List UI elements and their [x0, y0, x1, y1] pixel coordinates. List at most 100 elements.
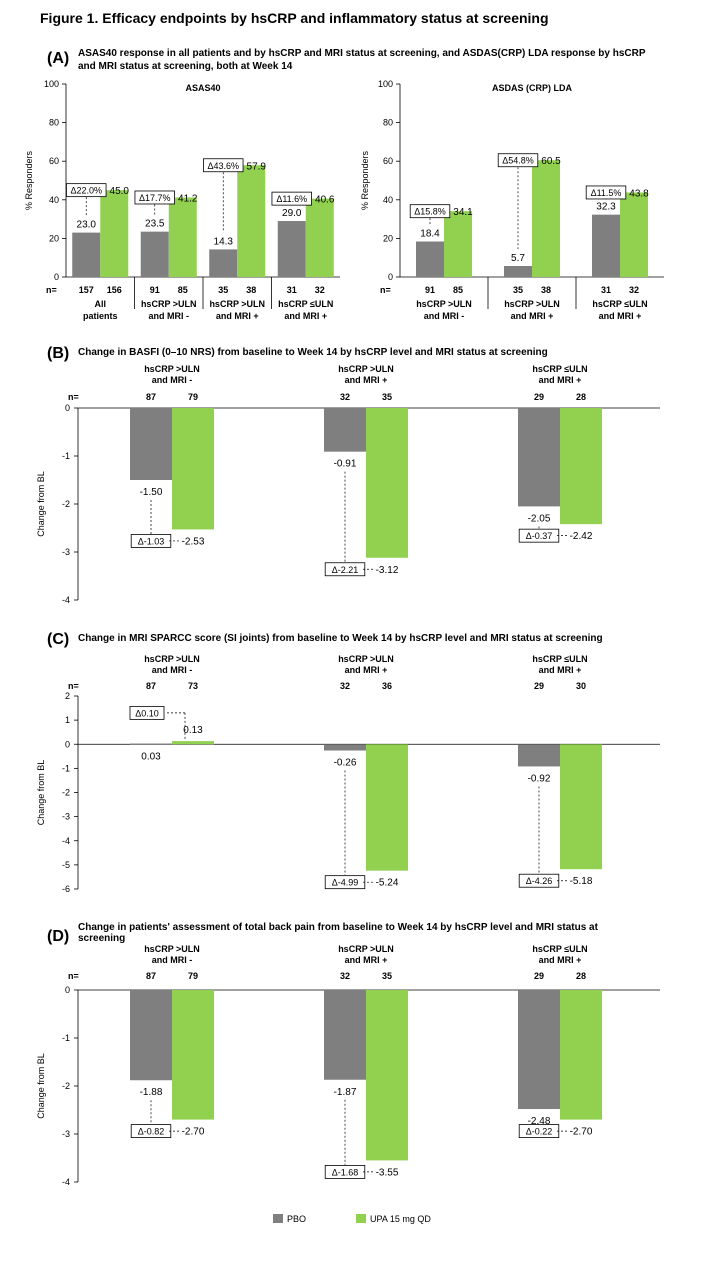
panel-1-y-tick-label-1: 20: [383, 233, 393, 243]
panel-2-label-pbo-2: -2.05: [528, 513, 551, 524]
panel-d-letter: (D): [47, 928, 69, 945]
panel-3-y-tick-label-2: 0: [65, 739, 70, 749]
panel-1-bar-upa-2: [620, 192, 648, 277]
panel-1-category-label-2-1: and MRI +: [599, 311, 642, 321]
panel-4-n-upa-2: 28: [576, 971, 586, 981]
panel-b-letter: (B): [47, 345, 69, 362]
panel-2-n-pbo-0: 87: [146, 392, 156, 402]
panel-2-y-tick-label-3: -3: [62, 547, 70, 557]
panel-2-delta-2: Δ-0.37: [526, 531, 553, 541]
panel-0-bar-upa-3: [305, 198, 334, 277]
panel-0-category-label-3-0: hsCRP ≤ULN: [278, 299, 333, 309]
panel-0-y-tick-label-2: 40: [49, 195, 59, 205]
panel-3-title: Change in MRI SPARCC score (SI joints) f…: [78, 633, 603, 644]
panel-3-category-label-0-0: hsCRP >ULN: [144, 654, 200, 664]
panel-0-category-label-0-1: patients: [83, 311, 118, 321]
panel-4-y-tick-label-2: -2: [62, 1081, 70, 1091]
panel-1-label-upa-0: 34.1: [453, 207, 473, 218]
panel-4-bar-pbo-1: [324, 990, 366, 1080]
panel-4-n-pbo-0: 87: [146, 971, 156, 981]
panel-1-y-tick-label-0: 0: [388, 272, 393, 282]
panel-1-n-pbo-0: 91: [425, 285, 435, 295]
panel-0-category-label-2-0: hsCRP >ULN: [209, 299, 265, 309]
panel-0-delta-2: Δ43.6%: [207, 161, 239, 171]
panel-c-letter: (C): [47, 631, 69, 648]
panel-4-title-line-0: Change in patients' assessment of total …: [78, 922, 599, 933]
panel-1-category-label-0-0: hsCRP >ULN: [416, 299, 472, 309]
panel-3-bar-upa-2: [560, 744, 602, 870]
panel-3-label-pbo-1: -0.26: [334, 758, 357, 769]
panel-3-y-tick-label-0: 2: [65, 691, 70, 701]
panel-4-category-label-0-0: hsCRP >ULN: [144, 944, 200, 954]
panel-3-y-axis-label: Change from BL: [36, 760, 46, 826]
panel-0-label-upa-2: 57.9: [247, 161, 267, 172]
panel-1-label-upa-2: 43.8: [629, 188, 649, 199]
panel-4-y-tick-label-1: -1: [62, 1033, 70, 1043]
panel-0-chart-title: ASAS40: [185, 83, 220, 93]
panel-1-y-tick-label-3: 60: [383, 156, 393, 166]
panel-3-bar-pbo-0: [130, 743, 172, 745]
panel-0-y-tick-label-1: 20: [49, 233, 59, 243]
panel-4-label-upa-0: -2.70: [182, 1127, 205, 1138]
panel-4-title-line-1: screening: [78, 933, 125, 944]
panel-0-label-pbo-2: 14.3: [214, 236, 234, 247]
panel-1-y-tick-label-5: 100: [378, 79, 393, 89]
panel-4-n-upa-0: 79: [188, 971, 198, 981]
panel-4-label-upa-2: -2.70: [570, 1127, 593, 1138]
panel-3-category-label-2-1: and MRI +: [539, 665, 582, 675]
panel-3-y-tick-label-4: -2: [62, 788, 70, 798]
panel-0-y-tick-label-0: 0: [54, 272, 59, 282]
panel-a-letter: (A): [47, 50, 69, 67]
panel-0-bar-upa-0: [100, 190, 129, 277]
panel-0-category-label-1-0: hsCRP >ULN: [141, 299, 197, 309]
panel-4-bar-upa-1: [366, 990, 408, 1161]
panel-1-chart-title: ASDAS (CRP) LDA: [492, 83, 572, 93]
panel-3-y-tick-label-8: -6: [62, 884, 70, 894]
panel-1-category-label-1-0: hsCRP >ULN: [504, 299, 560, 309]
panel-0-n-upa-0: 156: [107, 285, 122, 295]
panel-1-y-tick-label-2: 40: [383, 195, 393, 205]
panel-4-delta-0: Δ-0.82: [138, 1127, 165, 1137]
panel-2-label-upa-0: -2.53: [182, 536, 205, 547]
panel-4-y-tick-label-4: -4: [62, 1177, 70, 1187]
panel-1-delta-2: Δ11.5%: [591, 188, 622, 198]
panel-0-delta-3-box: [271, 191, 312, 206]
panel-2-n-pbo-1: 32: [340, 392, 350, 402]
panel-0-bar-upa-2: [237, 165, 266, 277]
panel-0-category-label-3-1: and MRI +: [284, 311, 327, 321]
legend-label-upa: UPA 15 mg QD: [370, 1214, 431, 1224]
panel-2-y-tick-label-2: -2: [62, 499, 70, 509]
panel-0-bar-upa-1: [168, 197, 197, 277]
panel-1-n-pbo-1: 35: [513, 285, 523, 295]
panel-2-n-upa-1: 35: [382, 392, 392, 402]
panel-1-bar-upa-0: [444, 211, 472, 277]
panel-1-n-label: n=: [380, 285, 391, 295]
legend-swatch-upa: [356, 1214, 366, 1223]
panel-0-label-upa-1: 41.2: [178, 193, 198, 204]
panel-3-y-tick-label-5: -3: [62, 812, 70, 822]
panel-4-category-label-2-0: hsCRP ≤ULN: [532, 944, 587, 954]
panel-0-n-upa-3: 32: [315, 285, 325, 295]
panel-1-delta-1-box: [497, 153, 539, 168]
panel-4-label-pbo-0: -1.88: [140, 1087, 163, 1098]
panel-3-n-upa-0: 73: [188, 681, 198, 691]
panel-4-n-label: n=: [68, 971, 79, 981]
panel-3-delta-0-box: [129, 705, 165, 720]
panel-0-bar-pbo-3: [277, 221, 306, 277]
panel-1-bar-upa-1: [532, 160, 560, 277]
panel-4-y-tick-label-0: 0: [65, 985, 70, 995]
panel-a-heading-line-0: ASAS40 response in all patients and by h…: [78, 48, 646, 59]
panel-2-bar-upa-0: [172, 408, 214, 530]
panel-2-label-pbo-1: -0.91: [334, 459, 357, 470]
panel-1-delta-0: Δ15.8%: [414, 207, 446, 217]
panel-1-category-label-2-0: hsCRP ≤ULN: [592, 299, 647, 309]
panel-1-n-pbo-2: 31: [601, 285, 611, 295]
panel-2-n-label: n=: [68, 392, 79, 402]
panel-3-delta-1: Δ-4.99: [332, 878, 359, 888]
panel-2-n-upa-2: 28: [576, 392, 586, 402]
panel-3-bar-upa-1: [366, 744, 408, 871]
panel-3-n-upa-1: 36: [382, 681, 392, 691]
panel-2-n-pbo-2: 29: [534, 392, 544, 402]
panel-0-delta-2-box: [203, 158, 244, 173]
